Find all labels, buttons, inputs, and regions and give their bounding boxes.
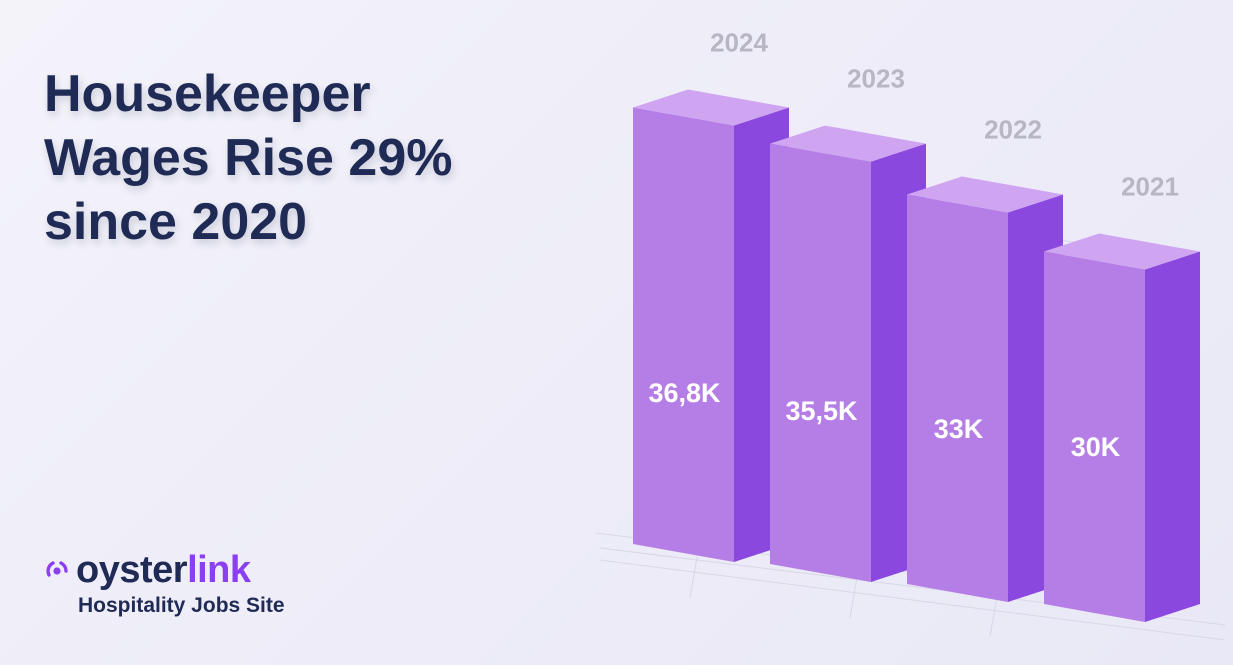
bar-top: [907, 176, 1063, 213]
brand-name-part2: link: [187, 549, 251, 591]
bar-top: [770, 125, 926, 162]
bar-value-label: 30K: [1071, 432, 1121, 462]
bar-value-label: 33K: [934, 414, 984, 444]
brand-name-part1: oyster: [76, 549, 188, 591]
page-title: Housekeeper Wages Rise 29% since 2020: [44, 65, 453, 251]
year-label: 2023: [847, 64, 905, 94]
bar-top: [633, 89, 789, 126]
bar-front: [770, 143, 871, 582]
year-label: 2021: [1121, 172, 1179, 202]
bars-group: 36,8K 2024 35,5K 2023 33K 2022 30K 2021: [633, 28, 1200, 622]
bar: [770, 125, 926, 582]
bar-value-label: 36,8K: [648, 378, 721, 408]
bar-value-label: 35,5K: [785, 396, 858, 426]
bar: [1044, 233, 1200, 622]
brand-tagline: Hospitality Jobs Site: [78, 594, 285, 617]
year-label: 2022: [984, 114, 1042, 144]
bar-front: [633, 107, 734, 563]
bar-side: [1145, 251, 1200, 622]
year-label: 2024: [710, 28, 768, 58]
oysterlink-logo-icon: [46, 561, 68, 577]
bar-front: [1044, 251, 1145, 622]
bar: [633, 89, 789, 563]
brand-logo[interactable]: oyster link Hospitality Jobs Site: [42, 548, 285, 618]
bar-front: [907, 194, 1008, 602]
bar: [907, 176, 1063, 602]
bar-top: [1044, 233, 1200, 270]
